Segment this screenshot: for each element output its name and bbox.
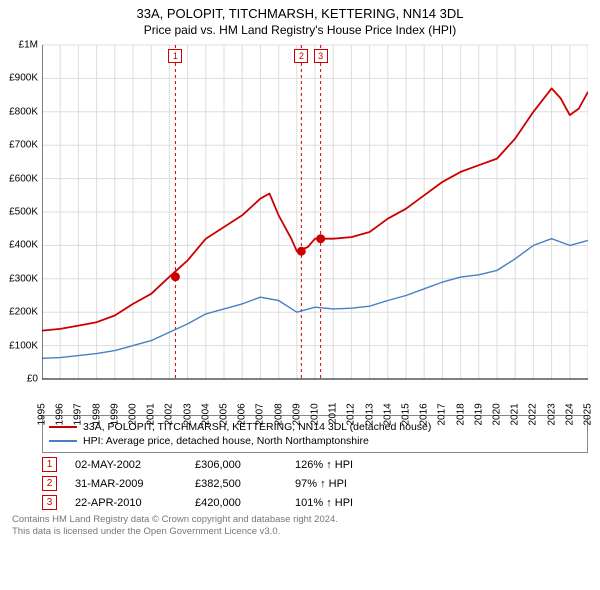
x-tick-label: 1995 — [37, 403, 48, 427]
x-tick-label: 1997 — [73, 403, 84, 427]
x-tick-label: 2025 — [583, 403, 594, 427]
x-tick-label: 2019 — [473, 403, 484, 427]
event-number-box: 2 — [42, 476, 57, 491]
event-date: 02-MAY-2002 — [75, 459, 195, 471]
chart-svg — [42, 39, 588, 409]
title-line-2: Price paid vs. HM Land Registry's House … — [0, 23, 600, 37]
y-tick-label: £400K — [9, 240, 42, 251]
chart-container: 33A, POLOPIT, TITCHMARSH, KETTERING, NN1… — [0, 0, 600, 590]
event-pct: 126% ↑ HPI — [295, 459, 353, 471]
x-tick-label: 2021 — [510, 403, 521, 427]
x-tick-label: 2016 — [419, 403, 430, 427]
x-tick-label: 1996 — [55, 403, 66, 427]
x-tick-label: 2007 — [255, 403, 266, 427]
y-tick-label: £900K — [9, 73, 42, 84]
event-date: 22-APR-2010 — [75, 497, 195, 509]
event-price: £420,000 — [195, 497, 295, 509]
x-tick-label: 2010 — [310, 403, 321, 427]
event-marker-label: 1 — [168, 49, 182, 63]
x-tick-label: 2008 — [273, 403, 284, 427]
title-line-1: 33A, POLOPIT, TITCHMARSH, KETTERING, NN1… — [0, 6, 600, 21]
x-tick-label: 2023 — [546, 403, 557, 427]
x-tick-label: 2013 — [364, 403, 375, 427]
x-tick-label: 1998 — [91, 403, 102, 427]
legend-swatch — [49, 440, 77, 442]
event-number-box: 1 — [42, 457, 57, 472]
x-tick-label: 2005 — [219, 403, 230, 427]
x-tick-label: 2004 — [200, 403, 211, 427]
legend-item: HPI: Average price, detached house, Nort… — [49, 434, 581, 448]
y-tick-label: £200K — [9, 307, 42, 318]
event-price: £306,000 — [195, 459, 295, 471]
x-tick-label: 2009 — [291, 403, 302, 427]
legend-label: HPI: Average price, detached house, Nort… — [83, 434, 369, 448]
x-tick-label: 2018 — [455, 403, 466, 427]
footer-line-2: This data is licensed under the Open Gov… — [12, 526, 588, 538]
x-tick-label: 2014 — [382, 403, 393, 427]
y-tick-label: £1M — [19, 40, 42, 51]
title-area: 33A, POLOPIT, TITCHMARSH, KETTERING, NN1… — [0, 0, 600, 39]
event-pct: 97% ↑ HPI — [295, 478, 347, 490]
y-tick-label: £600K — [9, 173, 42, 184]
y-tick-label: £100K — [9, 340, 42, 351]
footer-line-1: Contains HM Land Registry data © Crown c… — [12, 514, 588, 526]
event-pct: 101% ↑ HPI — [295, 497, 353, 509]
event-price: £382,500 — [195, 478, 295, 490]
event-date: 31-MAR-2009 — [75, 478, 195, 490]
x-tick-label: 2006 — [237, 403, 248, 427]
x-tick-label: 2022 — [528, 403, 539, 427]
x-tick-label: 2015 — [401, 403, 412, 427]
x-tick-label: 2000 — [128, 403, 139, 427]
chart-plot: £0£100K£200K£300K£400K£500K£600K£700K£80… — [42, 39, 588, 409]
x-tick-label: 1999 — [109, 403, 120, 427]
x-tick-label: 2024 — [564, 403, 575, 427]
x-tick-label: 2011 — [328, 403, 339, 427]
footer-attribution: Contains HM Land Registry data © Crown c… — [12, 514, 588, 539]
event-marker-label: 2 — [294, 49, 308, 63]
y-tick-label: £500K — [9, 207, 42, 218]
x-tick-label: 2003 — [182, 403, 193, 427]
event-marker-label: 3 — [314, 49, 328, 63]
y-tick-label: £700K — [9, 140, 42, 151]
event-row: 2 31-MAR-2009£382,50097% ↑ HPI — [42, 476, 588, 491]
x-tick-label: 2012 — [346, 403, 357, 427]
x-tick-label: 2017 — [437, 403, 448, 427]
y-tick-label: £0 — [27, 374, 42, 385]
y-tick-label: £300K — [9, 273, 42, 284]
y-tick-label: £800K — [9, 106, 42, 117]
event-row: 3 22-APR-2010£420,000101% ↑ HPI — [42, 495, 588, 510]
events-table: 1 02-MAY-2002£306,000126% ↑ HPI 2 31-MAR-20… — [42, 457, 588, 510]
x-tick-label: 2002 — [164, 403, 175, 427]
x-tick-label: 2001 — [146, 403, 157, 427]
event-row: 1 02-MAY-2002£306,000126% ↑ HPI — [42, 457, 588, 472]
event-number-box: 3 — [42, 495, 57, 510]
x-tick-label: 2020 — [492, 403, 503, 427]
